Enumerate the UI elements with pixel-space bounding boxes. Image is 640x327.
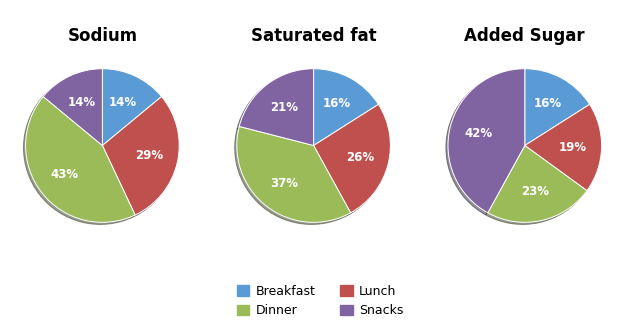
Title: Sodium: Sodium <box>67 27 138 45</box>
Text: 23%: 23% <box>521 185 549 198</box>
Text: 16%: 16% <box>534 97 562 110</box>
Text: 14%: 14% <box>109 96 137 109</box>
Legend: Breakfast, Dinner, Lunch, Snacks: Breakfast, Dinner, Lunch, Snacks <box>233 281 407 321</box>
Title: Saturated fat: Saturated fat <box>251 27 376 45</box>
Text: 14%: 14% <box>68 96 96 109</box>
Wedge shape <box>525 104 602 191</box>
Text: 43%: 43% <box>51 168 79 181</box>
Wedge shape <box>314 69 378 146</box>
Wedge shape <box>448 69 525 213</box>
Text: 26%: 26% <box>346 151 374 164</box>
Text: 21%: 21% <box>271 101 298 114</box>
Text: 16%: 16% <box>323 97 351 110</box>
Title: Added Sugar: Added Sugar <box>465 27 585 45</box>
Wedge shape <box>488 146 587 222</box>
Wedge shape <box>26 96 135 222</box>
Text: 37%: 37% <box>271 177 298 190</box>
Wedge shape <box>314 104 390 213</box>
Wedge shape <box>239 69 314 146</box>
Wedge shape <box>102 96 179 215</box>
Text: 29%: 29% <box>135 149 163 163</box>
Text: 19%: 19% <box>558 141 586 153</box>
Wedge shape <box>102 69 161 146</box>
Wedge shape <box>525 69 589 146</box>
Wedge shape <box>237 127 351 222</box>
Text: 42%: 42% <box>465 127 493 140</box>
Wedge shape <box>44 69 102 146</box>
